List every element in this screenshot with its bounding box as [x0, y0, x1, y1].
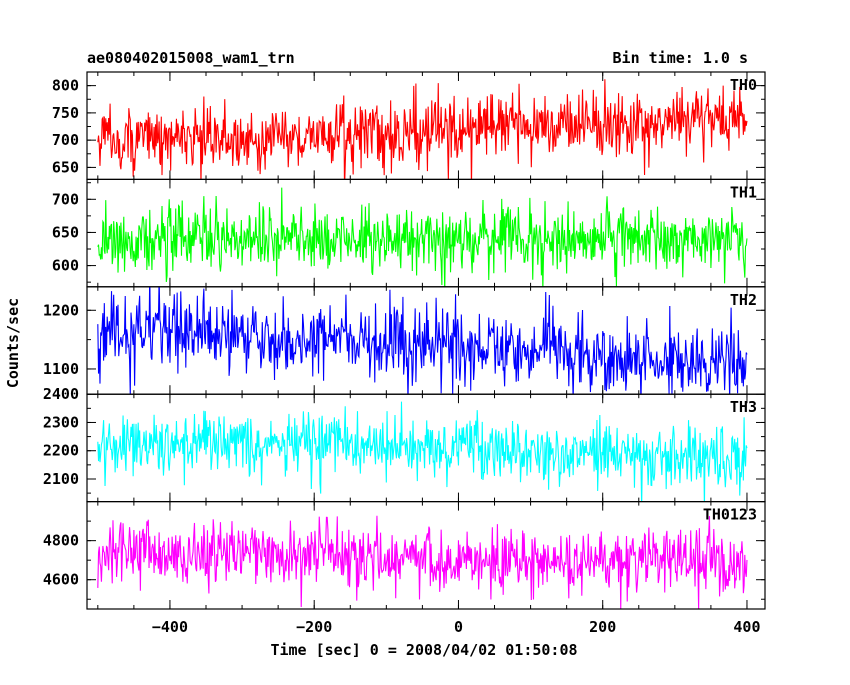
- y-tick-label: 600: [52, 257, 79, 275]
- series-line-th0: [97, 79, 748, 180]
- y-tick-label: 650: [52, 158, 79, 176]
- panel-frame: [86, 393, 766, 503]
- y-tick-label: 1200: [43, 301, 79, 319]
- panel-th3: 2100 2200 2300 2400 TH3: [43, 385, 766, 503]
- y-tick-label: 2100: [43, 470, 79, 488]
- y-tick-label: 2300: [43, 413, 79, 431]
- y-tick-label: 700: [52, 131, 79, 149]
- y-tick-label: 750: [52, 104, 79, 122]
- x-tick-label: −400: [152, 618, 188, 636]
- y-tick-label: 4600: [43, 571, 79, 589]
- y-tick-label: 2200: [43, 442, 79, 460]
- y-tick-label: 2400: [43, 385, 79, 403]
- panel-th0: 650 700 750 800 TH0: [52, 71, 766, 181]
- panel-frame: [86, 501, 766, 610]
- series-label-th1: TH1: [730, 183, 757, 201]
- panel-th0123: 4600 4800 TH0123 −400 −200 0 200 400: [43, 501, 766, 636]
- x-axis-label: Time [sec] 0 = 2008/04/02 01:50:08: [270, 641, 577, 659]
- panel-th1: 600 650 700 TH1: [52, 178, 766, 288]
- series-line-th0123: [97, 515, 748, 610]
- series-label-th3: TH3: [730, 398, 757, 416]
- x-tick-label: 0: [454, 618, 463, 636]
- y-tick-label: 800: [52, 77, 79, 95]
- series-line-th2: [97, 286, 748, 395]
- series-line-th3: [97, 401, 748, 502]
- series-label-th0123: TH0123: [703, 506, 757, 524]
- panel-th2: 1100 1200 TH2: [43, 286, 766, 395]
- chart-subtitle: Bin time: 1.0 s: [613, 49, 748, 67]
- series-line-th1: [97, 187, 748, 287]
- x-tick-label: −200: [296, 618, 332, 636]
- y-tick-label: 700: [52, 190, 79, 208]
- series-label-th2: TH2: [730, 291, 757, 309]
- x-tick-label: 400: [733, 618, 760, 636]
- y-axis-label: Counts/sec: [4, 298, 22, 388]
- chart-title: ae080402015008_wam1_trn: [87, 49, 295, 67]
- x-tick-label: 200: [589, 618, 616, 636]
- y-tick-label: 4800: [43, 532, 79, 550]
- panels-layer: 650 700 750 800 TH0 600 650 700 TH1 1100 1200 TH2 21…: [43, 71, 766, 636]
- y-tick-label: 650: [52, 223, 79, 241]
- series-label-th0: TH0: [730, 76, 757, 94]
- y-tick-label: 1100: [43, 360, 79, 378]
